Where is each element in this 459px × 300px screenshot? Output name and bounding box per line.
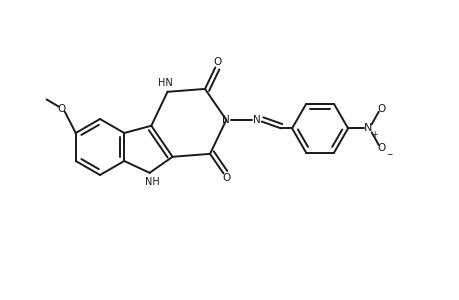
Text: O: O bbox=[377, 104, 385, 114]
Text: N: N bbox=[363, 123, 371, 133]
Text: HN: HN bbox=[158, 78, 173, 88]
Text: +: + bbox=[371, 130, 377, 139]
Text: O: O bbox=[222, 173, 230, 183]
Text: N: N bbox=[252, 115, 260, 125]
Text: NH: NH bbox=[145, 177, 160, 187]
Text: −: − bbox=[386, 150, 392, 159]
Text: O: O bbox=[213, 57, 222, 67]
Text: O: O bbox=[57, 103, 66, 114]
Text: O: O bbox=[377, 143, 385, 153]
Text: N: N bbox=[222, 115, 230, 125]
